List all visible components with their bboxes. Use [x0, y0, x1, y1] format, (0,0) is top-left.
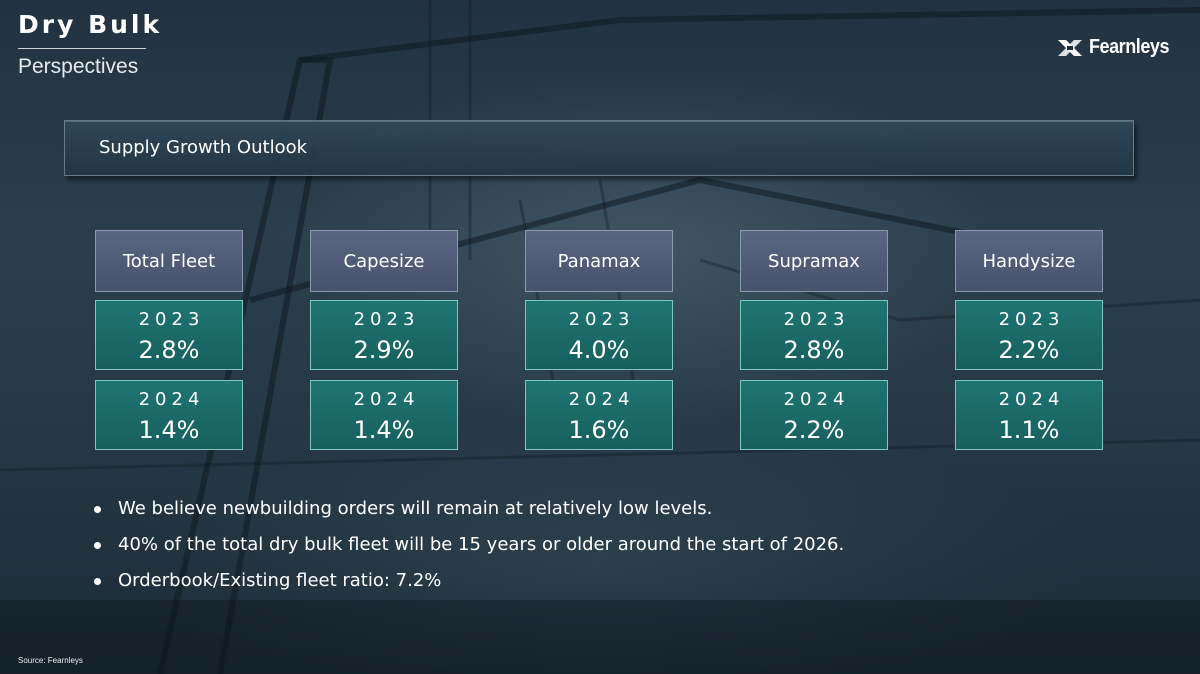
bullet-icon — [94, 542, 101, 549]
section-banner: Supply Growth Outlook — [64, 120, 1134, 176]
growth-cell: 2024 1.4% — [95, 380, 243, 450]
growth-year: 2023 — [353, 309, 420, 330]
segment-header: Capesize — [310, 230, 458, 292]
growth-year: 2024 — [998, 389, 1065, 410]
section-title: Supply Growth Outlook — [99, 137, 308, 158]
segment-header: Total Fleet — [95, 230, 243, 292]
growth-cell: 2024 2.2% — [740, 380, 888, 450]
growth-year: 2023 — [138, 309, 205, 330]
growth-year: 2023 — [568, 309, 635, 330]
growth-year: 2024 — [783, 389, 850, 410]
bullet-icon — [94, 578, 101, 585]
segment-column-supramax: Supramax 2023 2.8% 2024 2.2% — [740, 230, 888, 450]
growth-cell: 2023 2.8% — [95, 300, 243, 370]
growth-value: 1.1% — [998, 416, 1060, 444]
growth-year: 2023 — [998, 309, 1065, 330]
growth-value: 2.2% — [783, 416, 845, 444]
growth-year: 2024 — [353, 389, 420, 410]
growth-value: 2.8% — [138, 336, 200, 364]
segment-header: Panamax — [525, 230, 673, 292]
segment-column-handysize: Handysize 2023 2.2% 2024 1.1% — [955, 230, 1103, 450]
growth-year: 2024 — [568, 389, 635, 410]
growth-year: 2024 — [138, 389, 205, 410]
fearnleys-logo-icon — [1058, 39, 1082, 56]
segment-header: Supramax — [740, 230, 888, 292]
growth-value: 1.4% — [353, 416, 415, 444]
growth-value: 1.4% — [138, 416, 200, 444]
key-point-text: 40% of the total dry bulk fleet will be … — [118, 534, 845, 555]
title-divider — [18, 48, 146, 49]
growth-value: 2.2% — [998, 336, 1060, 364]
bullet-icon — [94, 506, 101, 513]
brand-logo: Fearnleys — [1056, 36, 1178, 59]
segment-header: Handysize — [955, 230, 1103, 292]
growth-cell: 2023 2.2% — [955, 300, 1103, 370]
growth-cell: 2023 4.0% — [525, 300, 673, 370]
segment-column-panamax: Panamax 2023 4.0% 2024 1.6% — [525, 230, 673, 450]
growth-cell: 2024 1.1% — [955, 380, 1103, 450]
growth-value: 2.8% — [783, 336, 845, 364]
growth-cell: 2024 1.4% — [310, 380, 458, 450]
growth-year: 2023 — [783, 309, 850, 330]
growth-cell: 2023 2.9% — [310, 300, 458, 370]
growth-value: 4.0% — [568, 336, 630, 364]
deck-title-block: Dry Bulk Perspectives — [18, 8, 163, 80]
key-point-text: We believe newbuilding orders will remai… — [118, 498, 713, 519]
source-note: Source: Fearnleys — [18, 656, 83, 665]
growth-cell: 2024 1.6% — [525, 380, 673, 450]
key-points-list: We believe newbuilding orders will remai… — [94, 498, 844, 606]
key-point: We believe newbuilding orders will remai… — [94, 498, 844, 520]
key-point-text: Orderbook/Existing fleet ratio: 7.2% — [118, 570, 442, 591]
deck-subtitle: Perspectives — [18, 55, 139, 78]
deck-title: Dry Bulk — [18, 10, 163, 39]
segment-column-capesize: Capesize 2023 2.9% 2024 1.4% — [310, 230, 458, 450]
growth-cell: 2023 2.8% — [740, 300, 888, 370]
growth-value: 1.6% — [568, 416, 630, 444]
brand-name: Fearnleys — [1089, 36, 1170, 58]
key-point: 40% of the total dry bulk fleet will be … — [94, 534, 844, 556]
key-point: Orderbook/Existing fleet ratio: 7.2% — [94, 570, 844, 592]
segment-column-total-fleet: Total Fleet 2023 2.8% 2024 1.4% — [95, 230, 243, 450]
growth-value: 2.9% — [353, 336, 415, 364]
